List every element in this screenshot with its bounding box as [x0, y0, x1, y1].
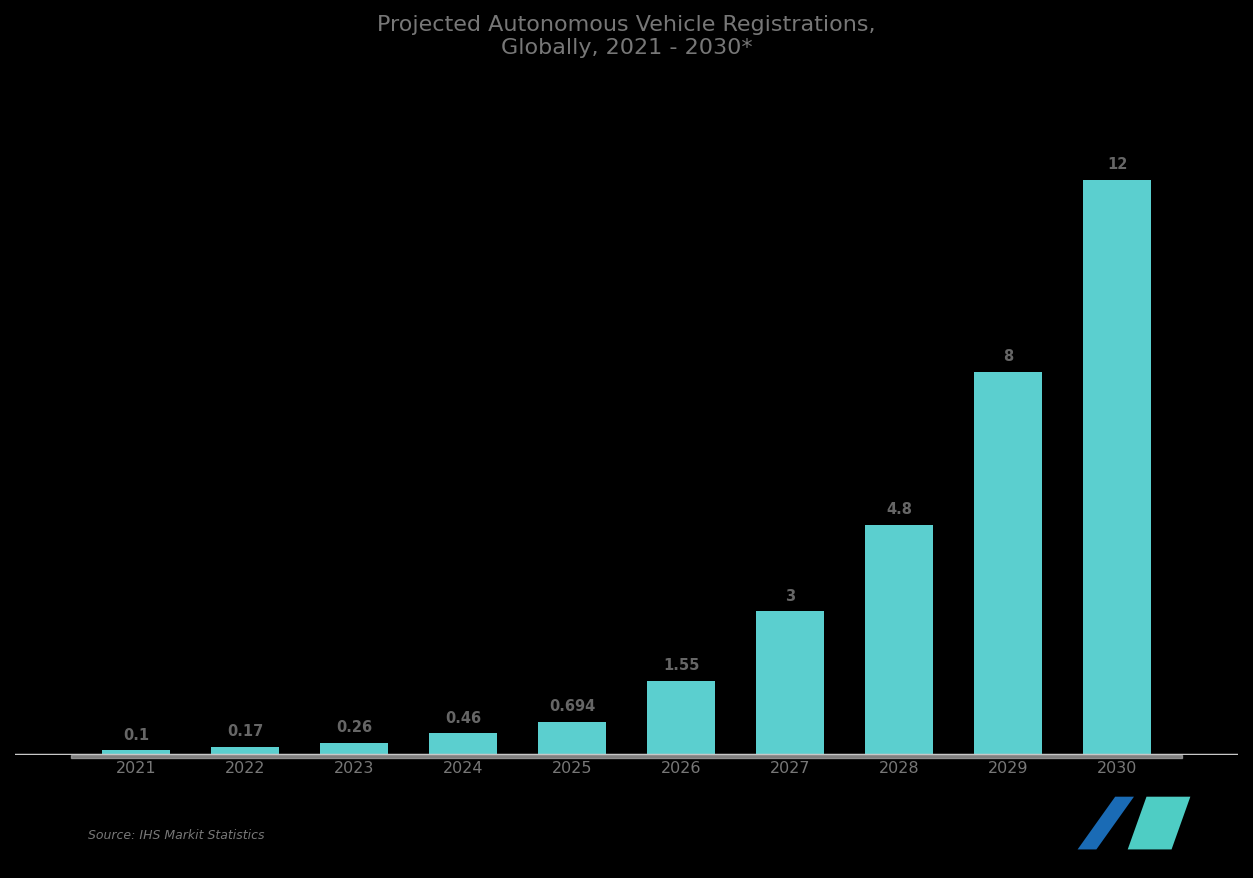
Text: 0.17: 0.17 [227, 723, 263, 738]
Text: 0.26: 0.26 [336, 719, 372, 734]
Bar [430, 733, 496, 755]
Bar [866, 525, 932, 755]
Polygon shape [1078, 797, 1134, 850]
Text: 0.1: 0.1 [123, 727, 149, 742]
Bar [539, 722, 605, 755]
Text: 0.694: 0.694 [549, 699, 595, 714]
Bar [321, 743, 387, 755]
Text: 4.8: 4.8 [886, 502, 912, 517]
Text: 8: 8 [1002, 349, 1014, 363]
Bar [648, 681, 714, 755]
Bar [212, 747, 278, 755]
Bar [975, 372, 1041, 755]
Text: 3: 3 [784, 588, 796, 603]
Title: Projected Autonomous Vehicle Registrations,
Globally, 2021 - 2030*: Projected Autonomous Vehicle Registratio… [377, 15, 876, 58]
Bar [1083, 181, 1150, 755]
Bar [103, 751, 170, 755]
Text: 12: 12 [1106, 157, 1128, 172]
Polygon shape [1128, 797, 1190, 850]
Text: 1.55: 1.55 [663, 658, 699, 673]
Text: Source: IHS Markit Statistics: Source: IHS Markit Statistics [88, 829, 264, 841]
Text: 0.46: 0.46 [445, 709, 481, 724]
Bar [757, 612, 823, 755]
